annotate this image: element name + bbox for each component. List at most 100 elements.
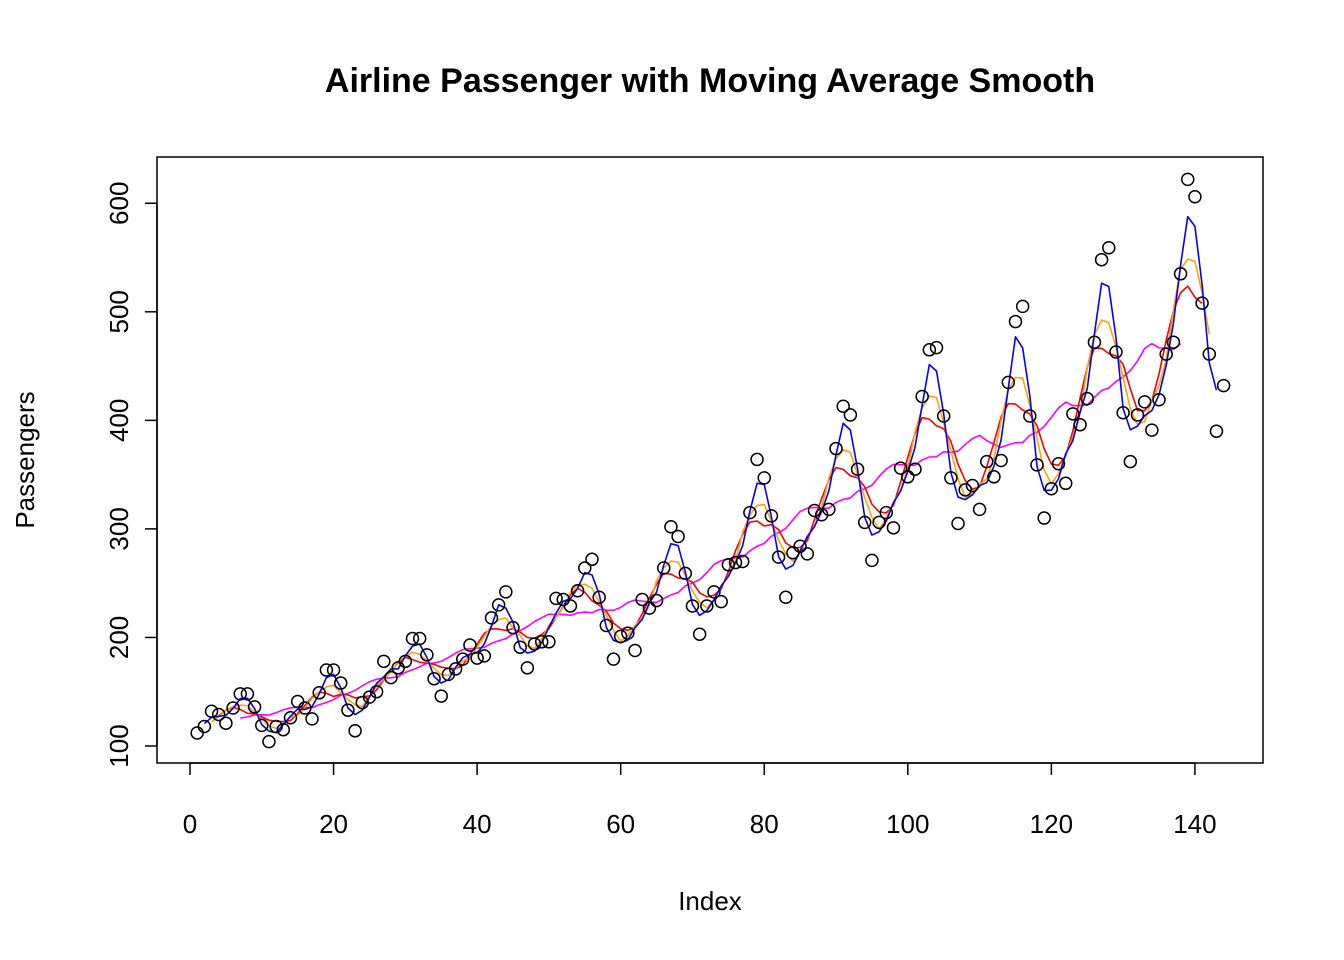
data-point xyxy=(1123,454,1138,469)
data-point xyxy=(283,711,298,725)
data-point xyxy=(1058,476,1073,491)
data-point xyxy=(779,590,793,605)
data-point xyxy=(463,638,477,652)
y-tick-label: 400 xyxy=(104,399,134,442)
data-point xyxy=(886,521,901,535)
data-point xyxy=(513,640,527,654)
data-point xyxy=(341,703,355,717)
data-point xyxy=(836,399,850,413)
data-point xyxy=(1209,424,1224,438)
data-point xyxy=(542,635,556,649)
data-point xyxy=(621,626,635,640)
x-tick-label: 100 xyxy=(886,809,929,839)
data-point xyxy=(1066,407,1080,421)
data-point xyxy=(384,670,398,685)
data-point xyxy=(642,601,657,615)
data-point xyxy=(843,408,858,422)
chart-title: Airline Passenger with Moving Average Sm… xyxy=(325,62,1095,100)
data-point xyxy=(592,590,606,605)
data-point xyxy=(506,620,520,635)
data-points xyxy=(190,172,1231,749)
data-point xyxy=(491,598,506,612)
data-point xyxy=(994,453,1008,468)
data-point xyxy=(377,654,391,669)
data-point xyxy=(312,686,326,700)
data-point xyxy=(958,483,972,497)
data-point xyxy=(793,539,807,554)
data-point xyxy=(936,409,951,423)
data-point xyxy=(1051,457,1066,471)
data-point xyxy=(405,631,420,646)
data-point xyxy=(721,557,736,572)
data-point xyxy=(1030,458,1044,472)
data-point xyxy=(1109,345,1123,359)
data-point xyxy=(606,652,621,666)
y-tick-label: 300 xyxy=(104,507,134,550)
y-axis-label: Passengers xyxy=(10,391,40,528)
data-point xyxy=(204,704,219,719)
data-point xyxy=(901,470,915,484)
data-point xyxy=(1015,299,1030,314)
data-point xyxy=(735,554,750,569)
data-point xyxy=(1216,378,1231,393)
data-point xyxy=(1001,375,1016,390)
x-axis: 0 20 40 60 80 100 120 140 xyxy=(183,762,1217,839)
data-point xyxy=(427,671,441,686)
data-point xyxy=(226,701,240,715)
data-point xyxy=(240,687,255,701)
data-point xyxy=(197,719,212,734)
data-point xyxy=(951,516,965,531)
y-tick-label: 100 xyxy=(104,724,134,767)
data-point xyxy=(434,689,448,703)
smooth-line-ma3 xyxy=(203,215,1218,734)
data-point xyxy=(499,585,513,599)
data-point xyxy=(262,734,276,749)
data-point xyxy=(420,648,434,662)
data-point xyxy=(477,649,492,663)
data-point xyxy=(764,509,779,523)
data-point xyxy=(563,599,578,613)
data-point xyxy=(456,652,470,666)
data-point xyxy=(757,471,771,485)
data-point xyxy=(398,654,413,669)
data-point xyxy=(678,566,693,581)
data-point xyxy=(707,585,721,599)
data-point xyxy=(298,701,312,715)
data-point xyxy=(1130,408,1145,422)
y-tick-label: 600 xyxy=(104,182,134,225)
data-point xyxy=(922,343,937,357)
data-point xyxy=(613,629,628,644)
data-point xyxy=(872,515,886,530)
data-point xyxy=(908,462,922,476)
data-point xyxy=(857,515,872,530)
data-point xyxy=(865,553,879,568)
data-point xyxy=(1180,172,1195,187)
data-point xyxy=(1080,391,1094,406)
data-point xyxy=(822,502,836,517)
data-point xyxy=(807,503,822,518)
data-point xyxy=(915,389,929,404)
data-point xyxy=(965,478,980,493)
data-point xyxy=(1023,409,1037,423)
data-point xyxy=(570,584,585,598)
data-point xyxy=(247,700,262,714)
data-point xyxy=(1037,511,1051,525)
data-point xyxy=(972,502,987,517)
data-point xyxy=(771,550,786,564)
x-tick-label: 60 xyxy=(606,809,635,839)
data-point xyxy=(470,651,484,665)
y-axis: 100 200 300 400 500 600 xyxy=(104,182,158,768)
data-point xyxy=(728,555,743,570)
data-point xyxy=(1073,417,1087,432)
data-point xyxy=(348,724,362,738)
data-point xyxy=(1152,392,1166,407)
data-point xyxy=(219,716,233,730)
data-point xyxy=(944,471,958,485)
data-point xyxy=(534,635,549,649)
data-point xyxy=(585,552,599,567)
data-point xyxy=(692,627,707,641)
data-point xyxy=(1102,241,1116,255)
data-point xyxy=(527,637,542,651)
